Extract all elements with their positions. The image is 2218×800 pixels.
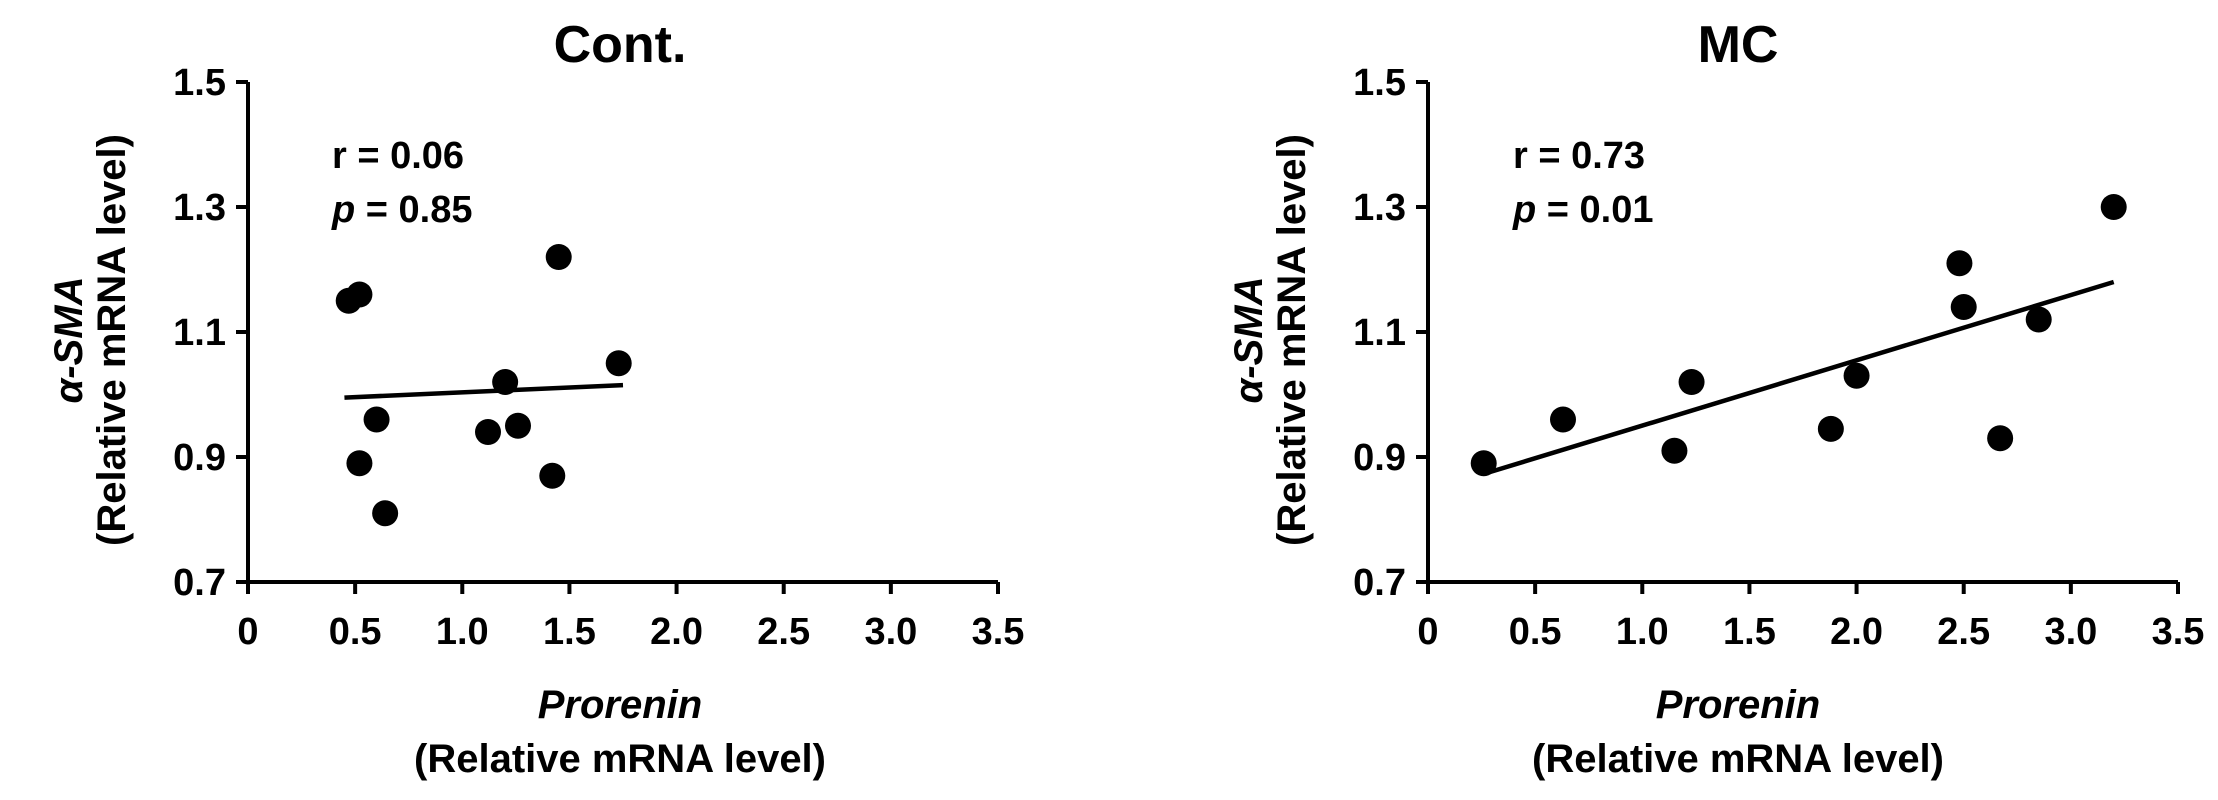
y-tick-label: 1.1	[1353, 312, 1406, 354]
r-statistic: r = 0.06	[332, 135, 464, 177]
x-tick-label: 3.5	[972, 611, 1025, 653]
y-tick-label: 1.5	[1353, 62, 1406, 104]
chart-title: MC	[1698, 16, 1779, 74]
chart-panel-mc: MC α-SMA (Relative mRNA level) Prorenin …	[1227, 16, 2204, 781]
x-tick-label: 0.5	[329, 611, 382, 653]
data-point	[1987, 425, 2014, 452]
data-point	[1470, 450, 1497, 477]
x-axis-label-main: Prorenin	[538, 683, 702, 727]
x-tick-label: 1.0	[436, 611, 489, 653]
y-tick-label: 0.7	[173, 562, 226, 604]
p-symbol: p	[1512, 189, 1536, 231]
data-point	[605, 350, 632, 377]
y-tick-label: 1.5	[173, 62, 226, 104]
x-axis-label-sub: (Relative mRNA level)	[1532, 737, 1944, 781]
data-point	[2100, 194, 2127, 220]
data-point	[505, 412, 531, 439]
x-tick-label: 1.5	[543, 611, 596, 653]
chart-title: Cont.	[554, 16, 687, 74]
y-axis-label-main: α-SMA	[47, 276, 91, 403]
y-tick-label: 0.7	[1353, 562, 1406, 604]
x-tick-label: 2.0	[1830, 611, 1883, 653]
y-tick-label: 1.3	[173, 187, 226, 229]
data-point	[1678, 369, 1705, 395]
r-statistic: r = 0.73	[1513, 135, 1645, 177]
y-axis-label-main: α-SMA	[1227, 276, 1271, 403]
y-axis-label-sub: (Relative mRNA level)	[90, 134, 134, 546]
x-tick-label: 0	[1417, 611, 1438, 653]
y-axis-label-sub-text: (Relative mRNA level)	[90, 134, 134, 546]
data-point	[492, 369, 519, 395]
chart-panel-cont: Cont. α-SMA (Relative mRNA level) Proren…	[47, 16, 1024, 781]
p-statistic: p = 0.85	[331, 189, 472, 231]
x-tick-label: 0	[237, 611, 258, 653]
x-tick-label: 1.0	[1616, 611, 1669, 653]
data-point	[2025, 306, 2052, 333]
data-point	[1843, 362, 1870, 389]
data-point	[363, 406, 390, 433]
p-symbol: p	[331, 189, 355, 231]
data-point	[1661, 437, 1688, 464]
data-point	[1550, 406, 1576, 433]
x-tick-label: 2.5	[1937, 611, 1990, 653]
p-statistic: p = 0.01	[1512, 189, 1653, 231]
data-point	[1817, 415, 1844, 442]
data-point	[1950, 294, 1977, 320]
x-tick-label: 2.5	[757, 611, 810, 653]
x-axis-label-main: Prorenin	[1656, 683, 1820, 727]
x-axis-label-sub: (Relative mRNA level)	[414, 737, 826, 781]
data-point	[475, 419, 501, 445]
y-tick-label: 0.9	[173, 437, 226, 479]
y-tick-label: 0.9	[1353, 437, 1406, 479]
p-value: = 0.85	[355, 189, 472, 231]
y-axis-label: α-SMA	[1227, 276, 1271, 403]
x-tick-label: 3.0	[2044, 611, 2097, 653]
plot-area: 0.7 0.9 1.1 1.3 1.5 0 0.5 1.0 1.5 2.0 2.5 3.0 3.5	[1353, 62, 2204, 653]
p-value: = 0.01	[1536, 189, 1653, 231]
regression-line	[1487, 279, 2115, 475]
y-axis-label-sub-text: (Relative mRNA level)	[1270, 134, 1314, 546]
data-point	[346, 450, 373, 477]
x-tick-label: 1.5	[1723, 611, 1776, 653]
data-point	[372, 500, 399, 527]
y-axis-label: α-SMA	[47, 276, 91, 403]
y-tick-label: 1.1	[173, 312, 226, 354]
data-point	[545, 244, 572, 270]
data-point	[346, 281, 373, 308]
data-point	[1946, 250, 1973, 277]
x-tick-label: 0.5	[1509, 611, 1562, 653]
y-axis-label-sub: (Relative mRNA level)	[1270, 134, 1314, 546]
regression-line	[344, 382, 624, 400]
y-tick-label: 1.3	[1353, 187, 1406, 229]
x-tick-label: 3.5	[2152, 611, 2205, 653]
x-tick-label: 2.0	[650, 611, 703, 653]
plot-area: 0.7 0.9 1.1 1.3 1.5 0 0.5 1.0 1.5 2.0 2.5 3.0 3.5	[173, 62, 1024, 653]
data-point	[539, 462, 566, 489]
x-tick-label: 3.0	[864, 611, 917, 653]
